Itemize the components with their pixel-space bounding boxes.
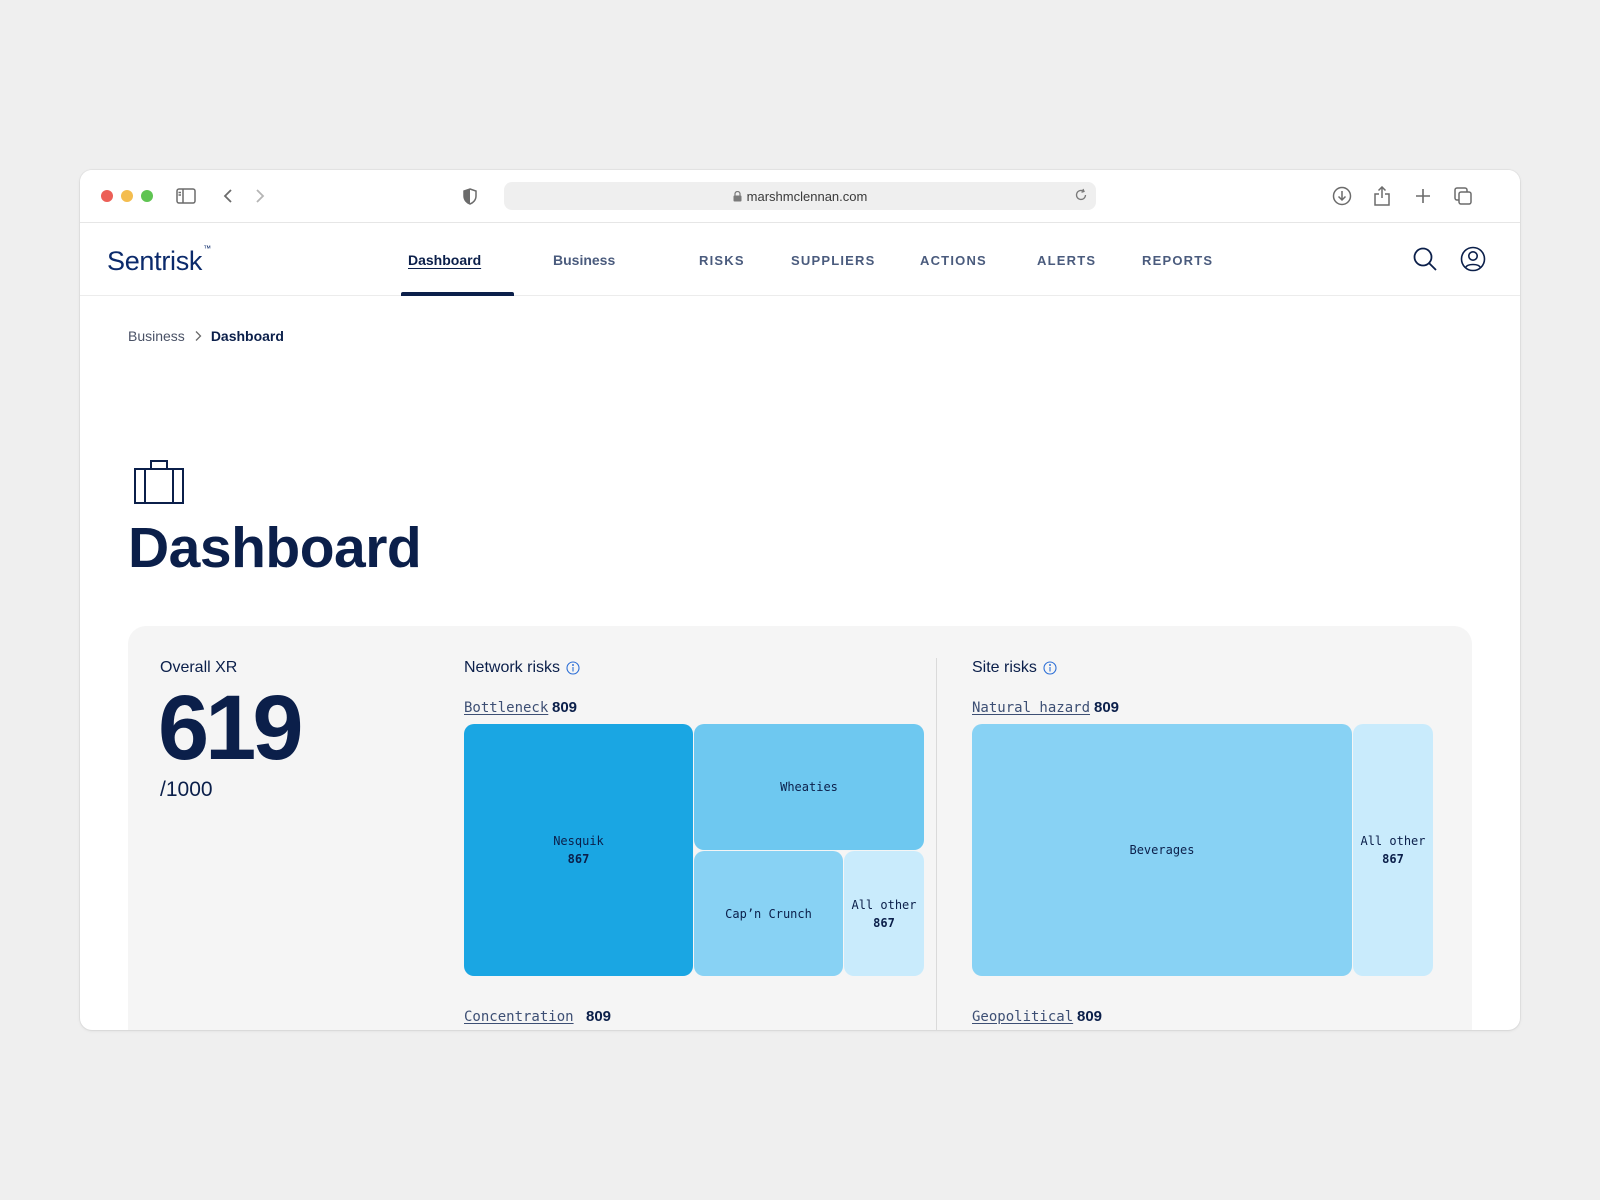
- section-divider: [936, 658, 937, 1030]
- natural-hazard-link[interactable]: Natural hazard: [972, 700, 1091, 716]
- nav-actions[interactable]: ACTIONS: [920, 253, 987, 268]
- overall-score-label: Overall XR: [160, 659, 238, 676]
- overall-score-value: 619: [158, 677, 303, 779]
- overall-score-max: /1000: [160, 778, 213, 801]
- address-bar[interactable]: marshmclennan.com: [504, 182, 1096, 210]
- new-tab-icon[interactable]: [1411, 184, 1435, 208]
- active-tab-indicator: [401, 292, 514, 296]
- info-icon[interactable]: [566, 661, 580, 675]
- site-risks-title: Site risks: [972, 659, 1057, 677]
- tile-value: 867: [873, 915, 895, 930]
- close-window-button[interactable]: [101, 190, 113, 202]
- nav-alerts[interactable]: ALERTS: [1037, 253, 1097, 268]
- tile-value: 867: [1382, 852, 1404, 866]
- nav-business[interactable]: Business: [553, 252, 616, 268]
- nav-risks[interactable]: RISKS: [699, 253, 745, 268]
- treemap-tile-beverages[interactable]: Beverages: [972, 724, 1352, 976]
- browser-window: marshmclennan.com Sentrisk™ Dashboard Bu…: [80, 170, 1520, 1030]
- maximize-window-button[interactable]: [141, 190, 153, 202]
- tab-overview-icon[interactable]: [1451, 184, 1475, 208]
- natural-hazard-value: 809: [1094, 699, 1120, 716]
- search-icon[interactable]: [1412, 246, 1438, 272]
- tile-label: Nesquik: [553, 834, 604, 848]
- browser-toolbar: marshmclennan.com: [80, 170, 1520, 223]
- minimize-window-button[interactable]: [121, 190, 133, 202]
- breadcrumb-dashboard: Dashboard: [210, 328, 284, 344]
- back-icon[interactable]: [216, 184, 240, 208]
- tile-label: All other: [1360, 834, 1426, 848]
- nav-suppliers[interactable]: SUPPLIERS: [791, 253, 876, 268]
- nav-dashboard[interactable]: Dashboard: [408, 252, 482, 268]
- tile-label: All other: [851, 897, 917, 912]
- briefcase-icon: [134, 460, 184, 504]
- treemap-tile-nesquik[interactable]: Nesquik 867: [464, 724, 693, 976]
- geopolitical-link[interactable]: Geopolitical: [972, 1009, 1074, 1025]
- site-risks-label: Site risks: [972, 659, 1037, 676]
- treemap-tile-capn-crunch[interactable]: Cap’n Crunch: [694, 851, 843, 976]
- tile-label: Wheaties: [780, 780, 838, 794]
- page-title: Dashboard: [128, 516, 422, 580]
- tile-value: 867: [567, 852, 590, 866]
- app-header: Sentrisk™ Dashboard Business RISKS SUPPL…: [80, 224, 1520, 296]
- tile-label: Cap’n Crunch: [725, 906, 812, 921]
- reload-icon[interactable]: [1074, 188, 1088, 202]
- tile-label: Beverages: [1129, 843, 1195, 857]
- sentrisk-logo[interactable]: Sentrisk™: [107, 244, 211, 276]
- sidebar-toggle-icon[interactable]: [174, 184, 198, 208]
- treemap-tile-wheaties[interactable]: Wheaties: [694, 724, 924, 850]
- treemap-tile-all-other[interactable]: All other 867: [1353, 724, 1433, 976]
- nav-reports[interactable]: REPORTS: [1142, 253, 1214, 268]
- privacy-shield-icon[interactable]: [458, 184, 482, 208]
- user-account-icon[interactable]: [1460, 246, 1486, 272]
- treemap-tile-all-other[interactable]: All other 867: [844, 851, 924, 976]
- network-risks-label: Network risks: [464, 659, 561, 676]
- concentration-link[interactable]: Concentration: [464, 1009, 574, 1025]
- risk-summary-card: Overall XR 619 /1000 Network risks Bottl…: [128, 626, 1472, 1030]
- lock-icon: [733, 190, 742, 201]
- url-text: marshmclennan.com: [746, 188, 868, 204]
- info-icon[interactable]: [1043, 661, 1057, 675]
- bottleneck-link[interactable]: Bottleneck: [464, 700, 549, 716]
- forward-icon[interactable]: [248, 184, 272, 208]
- chevron-right-icon: [195, 331, 202, 341]
- network-risks-title: Network risks: [464, 659, 580, 677]
- download-icon[interactable]: [1330, 184, 1354, 208]
- share-icon[interactable]: [1370, 184, 1394, 208]
- geopolitical-value: 809: [1077, 1008, 1103, 1025]
- bottleneck-value: 809: [552, 699, 578, 716]
- breadcrumb-business[interactable]: Business: [128, 328, 185, 344]
- concentration-value: 809: [586, 1008, 612, 1025]
- breadcrumb: Business Dashboard: [128, 328, 284, 344]
